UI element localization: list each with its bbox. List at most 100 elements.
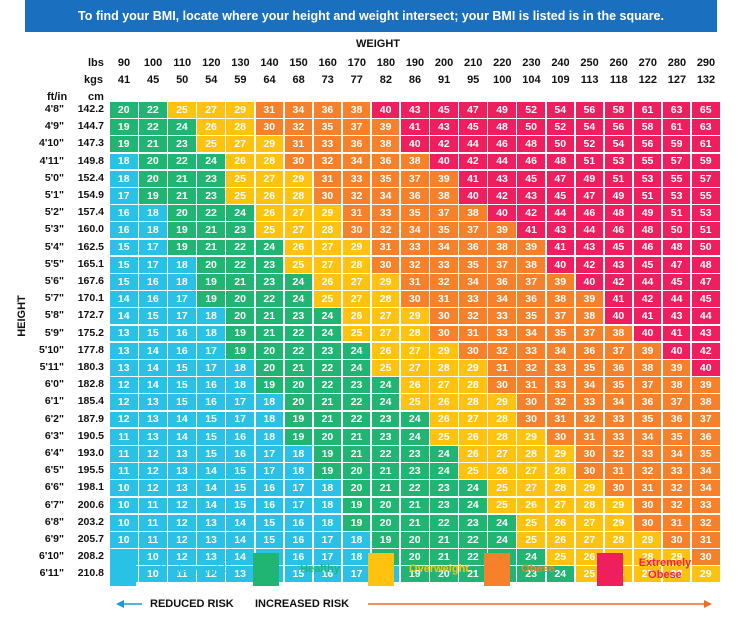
bmi-cell: 25 [488, 497, 516, 514]
bmi-cell: 20 [284, 377, 313, 393]
bmi-cell: 25 [575, 566, 604, 583]
bmi-cell: 30 [692, 549, 720, 565]
height-ftin-tick: 4'9" [44, 120, 64, 133]
bmi-cell: 27 [313, 256, 342, 273]
bmi-cell: 39 [546, 274, 574, 290]
bmi-cell: 30 [517, 394, 545, 411]
bmi-cell: 23 [459, 514, 487, 531]
bmi-cell: 48 [604, 205, 633, 221]
bmi-cell: 27 [371, 325, 400, 342]
bmi-cell: 27 [575, 514, 604, 531]
bmi-cell: 40 [430, 153, 458, 170]
bmi-cell: 51 [662, 205, 691, 221]
bmi-cell: 25 [226, 170, 254, 187]
bmi-cell: 46 [517, 153, 545, 170]
bmi-cell: 14 [110, 291, 138, 307]
bmi-cell: 18 [255, 428, 283, 445]
bmi-cell: 12 [139, 480, 167, 497]
weight-kgs-tick: 73 [321, 74, 334, 86]
bmi-cell: 29 [604, 514, 633, 531]
bmi-cell: 37 [633, 377, 662, 393]
bmi-cell: 22 [313, 377, 342, 393]
bmi-cell: 29 [546, 446, 574, 462]
bmi-cell: 20 [430, 566, 458, 583]
bmi-cell: 40 [662, 342, 691, 359]
bmi-cell: 38 [692, 394, 720, 411]
bmi-cell: 29 [459, 360, 487, 376]
bmi-cell: 22 [139, 102, 167, 118]
bmi-cell: 11 [110, 428, 138, 445]
legend-swatch-obese [484, 553, 510, 586]
bmi-cell: 33 [459, 291, 487, 307]
bmi-cell: 28 [226, 119, 254, 135]
bmi-cell: 35 [662, 428, 691, 445]
bmi-cell: 30 [459, 342, 487, 359]
bmi-cell: 15 [168, 377, 196, 393]
height-cm-tick: 149.8 [77, 154, 104, 167]
bmi-cell: 36 [692, 428, 720, 445]
bmi-cell: 30 [371, 256, 400, 273]
bmi-cell: 19 [371, 532, 400, 548]
bmi-cell: 38 [371, 136, 400, 153]
bmi-cell: 34 [284, 102, 313, 118]
bmi-cell: 11 [110, 446, 138, 462]
bmi-cell: 33 [662, 463, 691, 479]
bmi-cell: 19 [110, 119, 138, 135]
bmi-cell: 26 [255, 205, 283, 221]
bmi-cell: 27 [633, 566, 662, 583]
bmi-cell: 15 [110, 239, 138, 256]
bmi-cell: 27 [401, 342, 429, 359]
bmi-cell: 20 [255, 360, 283, 376]
bmi-cell: 29 [401, 308, 429, 325]
bmi-cell: 48 [546, 153, 574, 170]
bmi-cell: 21 [168, 188, 196, 204]
bmi-cell: 29 [604, 497, 633, 514]
height-ftin-tick: 4'11" [39, 154, 64, 167]
cm-label: cm [88, 91, 104, 103]
bmi-cell: 16 [110, 222, 138, 239]
bmi-cell: 25 [459, 463, 487, 479]
height-ftin-tick: 4'10" [39, 137, 64, 150]
banner-text: To find your BMI, locate where your heig… [78, 9, 664, 23]
bmi-cell: 26 [459, 428, 487, 445]
bmi-cell: 26 [342, 308, 371, 325]
bmi-cell: 16 [284, 532, 313, 548]
bmi-cell: 15 [226, 497, 254, 514]
bmi-cell: 13 [110, 360, 138, 376]
weight-lbs-tick: 190 [405, 57, 425, 69]
bmi-cell: 19 [139, 188, 167, 204]
bmi-cell: 29 [284, 170, 313, 187]
bmi-cell: 26 [430, 411, 458, 428]
bmi-cell: 15 [139, 325, 167, 342]
bmi-cell: 37 [517, 274, 545, 290]
bmi-cell: 17 [284, 480, 313, 497]
bmi-cell: 39 [430, 170, 458, 187]
height-cm-tick: 162.5 [77, 240, 104, 253]
bmi-cell: 26 [517, 497, 545, 514]
height-ftin-tick: 5'2" [44, 206, 64, 219]
bmi-cell: 26 [226, 153, 254, 170]
bmi-cell: 38 [633, 360, 662, 376]
bmi-cell: 55 [662, 170, 691, 187]
bmi-cell: 15 [139, 308, 167, 325]
bmi-cell: 14 [168, 411, 196, 428]
weight-lbs-tick: 110 [173, 57, 192, 69]
bmi-cell: 36 [488, 274, 516, 290]
bmi-cell: 17 [284, 497, 313, 514]
bmi-cell: 18 [197, 308, 225, 325]
height-ftin-tick: 4'8" [44, 103, 64, 115]
bmi-cell: 27 [575, 532, 604, 548]
bmi-cell: 34 [633, 428, 662, 445]
bmi-cell: 29 [517, 428, 545, 445]
bmi-cell: 54 [575, 119, 604, 135]
bmi-cell: 59 [692, 153, 720, 170]
weight-lbs-tick: 120 [202, 57, 221, 69]
bmi-cell: 32 [459, 308, 487, 325]
bmi-cell: 26 [430, 394, 458, 411]
bmi-cell: 34 [604, 394, 633, 411]
bmi-cell: 35 [459, 256, 487, 273]
bmi-cell: 31 [459, 325, 487, 342]
bmi-cell: 30 [255, 119, 283, 135]
bmi-cell: 53 [692, 205, 720, 221]
bmi-cell: 33 [575, 394, 604, 411]
